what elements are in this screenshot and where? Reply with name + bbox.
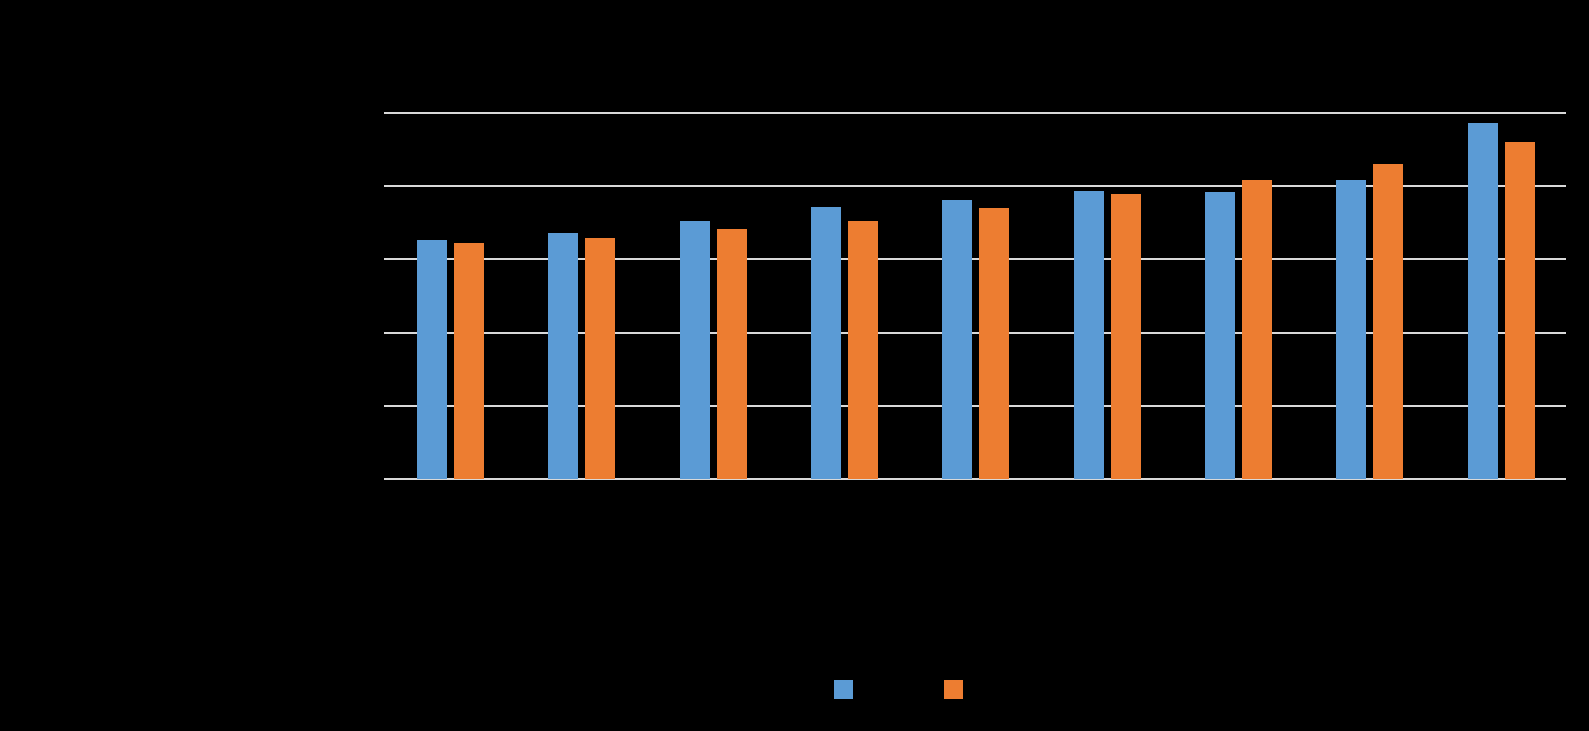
bar-series2-cat7 (1242, 180, 1272, 479)
y-gridline (384, 258, 1566, 261)
bar-series1-cat1 (417, 240, 447, 479)
bar-series1-cat9 (1467, 122, 1498, 479)
bar-series1-cat5 (942, 200, 973, 479)
bar-series2-cat4 (848, 221, 878, 479)
bar-series1-cat6 (1073, 191, 1104, 479)
bar-series2-cat9 (1504, 141, 1535, 479)
plot-area (384, 112, 1566, 480)
y-gridline (384, 331, 1566, 334)
bar-series2-cat3 (716, 228, 747, 479)
x-axis-line (384, 478, 1566, 480)
bar-series2-cat6 (1110, 194, 1141, 479)
bar-series2-cat5 (979, 208, 1010, 479)
legend-swatch-series2 (944, 680, 963, 699)
y-gridline (384, 404, 1566, 407)
y-gridline (384, 185, 1566, 188)
y-gridline (384, 112, 1566, 114)
bar-series1-cat2 (548, 233, 579, 479)
bar-series2-cat2 (585, 238, 616, 479)
bar-series1-cat4 (811, 207, 841, 479)
bar-series1-cat7 (1205, 192, 1235, 479)
bar-series1-cat8 (1336, 180, 1367, 479)
bar-series2-cat8 (1373, 164, 1404, 479)
legend-swatch-series1 (834, 680, 853, 699)
bar-series1-cat3 (679, 221, 710, 479)
bar-series2-cat1 (454, 243, 484, 479)
